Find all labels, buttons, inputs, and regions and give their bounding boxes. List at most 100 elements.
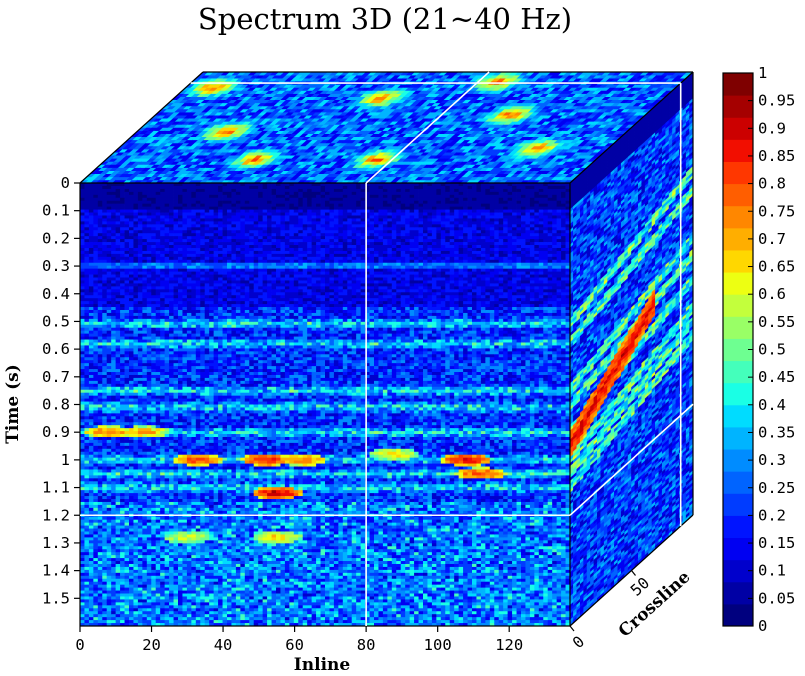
- front-cell: [98, 254, 103, 257]
- front-cell: [102, 413, 107, 416]
- front-cell: [209, 402, 214, 405]
- front-cell: [107, 328, 112, 331]
- front-cell: [116, 210, 121, 213]
- front-cell: [169, 399, 174, 402]
- front-cell: [165, 573, 170, 576]
- front-cell: [182, 602, 187, 605]
- front-cell: [191, 608, 196, 611]
- front-cell: [151, 340, 156, 343]
- front-cell: [142, 472, 147, 475]
- front-cell: [129, 531, 134, 534]
- front-cell: [98, 263, 103, 266]
- front-cell: [214, 499, 219, 502]
- front-cell: [174, 301, 179, 304]
- front-cell: [200, 313, 205, 316]
- front-cell: [178, 567, 183, 570]
- front-cell: [218, 602, 223, 605]
- front-cell: [151, 215, 156, 218]
- front-cell: [125, 363, 130, 366]
- front-cell: [125, 543, 130, 546]
- front-cell: [223, 340, 228, 343]
- front-cell: [174, 576, 179, 579]
- front-cell: [214, 611, 219, 614]
- front-cell: [209, 384, 214, 387]
- front-cell: [214, 396, 219, 399]
- front-cell: [147, 499, 152, 502]
- front-cell: [111, 204, 116, 207]
- front-cell: [169, 342, 174, 345]
- front-cell: [174, 540, 179, 543]
- front-cell: [98, 611, 103, 614]
- front-cell: [187, 381, 192, 384]
- front-cell: [102, 245, 107, 248]
- front-cell: [227, 192, 232, 195]
- front-cell: [191, 218, 196, 221]
- front-cell: [147, 393, 152, 396]
- front-cell: [80, 428, 85, 431]
- front-cell: [209, 422, 214, 425]
- front-cell: [205, 224, 210, 227]
- front-cell: [129, 543, 134, 546]
- front-cell: [107, 292, 112, 295]
- front-cell: [98, 198, 103, 201]
- front-cell: [169, 233, 174, 236]
- front-cell: [191, 325, 196, 328]
- front-cell: [182, 334, 187, 337]
- front-cell: [111, 230, 116, 233]
- front-cell: [196, 490, 201, 493]
- front-cell: [111, 617, 116, 620]
- front-cell: [142, 425, 147, 428]
- front-cell: [120, 529, 125, 532]
- front-cell: [196, 520, 201, 523]
- front-cell: [187, 434, 192, 437]
- front-cell: [133, 517, 138, 520]
- front-cell: [151, 245, 156, 248]
- front-cell: [102, 570, 107, 573]
- front-cell: [200, 588, 205, 591]
- front-cell: [102, 434, 107, 437]
- front-cell: [151, 475, 156, 478]
- front-cell: [209, 198, 214, 201]
- front-cell: [214, 340, 219, 343]
- front-cell: [111, 529, 116, 532]
- front-cell: [133, 402, 138, 405]
- front-cell: [93, 251, 98, 254]
- front-cell: [191, 381, 196, 384]
- front-cell: [133, 564, 138, 567]
- front-cell: [165, 614, 170, 617]
- front-cell: [223, 608, 228, 611]
- front-cell: [191, 269, 196, 272]
- front-cell: [223, 224, 228, 227]
- front-cell: [200, 579, 205, 582]
- front-cell: [125, 337, 130, 340]
- front-cell: [209, 496, 214, 499]
- front-cell: [102, 201, 107, 204]
- front-cell: [223, 496, 228, 499]
- front-cell: [120, 405, 125, 408]
- front-cell: [196, 475, 201, 478]
- front-cell: [102, 322, 107, 325]
- front-cell: [80, 307, 85, 310]
- front-cell: [156, 192, 161, 195]
- front-cell: [218, 251, 223, 254]
- front-cell: [191, 617, 196, 620]
- front-cell: [169, 325, 174, 328]
- front-cell: [138, 399, 143, 402]
- front-cell: [107, 298, 112, 301]
- front-cell: [84, 493, 89, 496]
- front-cell: [218, 428, 223, 431]
- front-cell: [93, 543, 98, 546]
- front-cell: [80, 614, 85, 617]
- front-cell: [142, 342, 147, 345]
- front-cell: [191, 614, 196, 617]
- front-cell: [209, 218, 214, 221]
- front-cell: [178, 295, 183, 298]
- front-cell: [89, 280, 94, 283]
- front-cell: [218, 481, 223, 484]
- front-cell: [209, 289, 214, 292]
- front-cell: [142, 207, 147, 210]
- front-cell: [107, 458, 112, 461]
- front-cell: [227, 201, 232, 204]
- front-cell: [218, 529, 223, 532]
- front-cell: [138, 588, 143, 591]
